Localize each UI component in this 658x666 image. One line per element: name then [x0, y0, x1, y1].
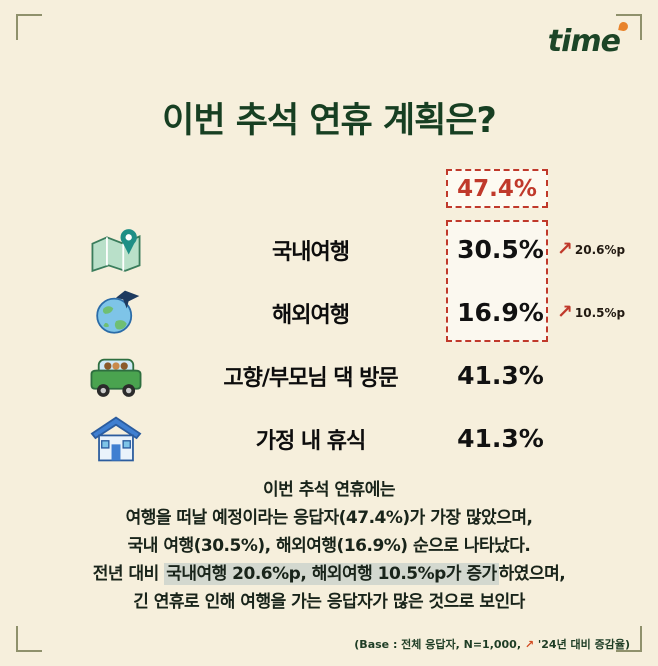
total-percentage-value: 47.4% [457, 175, 537, 202]
summary-text: 이번 추석 연휴에는 여행을 떠날 예정이라는 응답자(47.4%)가 가장 많… [0, 476, 658, 616]
row-label: 고향/부모님 댁 방문 [223, 365, 398, 391]
row-hometown-visit: 고향/부모님 댁 방문 41.3% [0, 344, 658, 407]
summary-line-3: 국내 여행(30.5%), 해외여행(16.9%) 순으로 나타났다. [127, 536, 531, 556]
summary-line-5: 긴 연휴로 인해 여행을 가는 응답자가 많은 것으로 보인다 [133, 592, 525, 612]
row-value: 41.3% [457, 424, 544, 453]
summary-highlight: 국내여행 20.6%p, 해외여행 10.5%p가 증가 [164, 563, 499, 585]
row-overseas-travel: 해외여행 16.9% ↗ 10.5%p [0, 281, 658, 344]
total-percentage-box: 47.4% [446, 169, 548, 208]
summary-line-2: 여행을 떠날 예정이라는 응답자(47.4%)가 가장 많았으며, [125, 508, 533, 528]
row-label: 해외여행 [272, 302, 350, 328]
frame-corner-bottom-left [16, 626, 42, 652]
row-delta: ↗ 20.6%p [553, 240, 658, 259]
summary-line-4-suffix: 하였으며, [498, 564, 566, 584]
family-car-icon [58, 352, 173, 400]
row-domestic-travel: 국내여행 30.5% ↗ 20.6%p [0, 218, 658, 281]
up-arrow-icon: ↗ [524, 638, 535, 651]
frame-corner-top-left [16, 14, 42, 40]
delta-value: 20.6%p [574, 242, 626, 257]
up-arrow-icon: ↗ [557, 238, 573, 260]
house-icon [58, 414, 173, 464]
logo-text: time [547, 24, 621, 59]
travel-values-dashed-outline [446, 220, 548, 342]
globe-airplane-icon [58, 287, 173, 339]
row-value: 30.5% [457, 235, 544, 264]
row-value: 16.9% [457, 298, 544, 327]
frame-corner-top-right [616, 14, 642, 40]
row-value: 41.3% [457, 361, 544, 390]
base-note-suffix: '24년 대비 증감율) [534, 638, 630, 651]
time-logo: time [547, 21, 629, 59]
up-arrow-icon: ↗ [557, 301, 573, 323]
summary-line-1: 이번 추석 연휴에는 [263, 480, 395, 500]
plan-rows: 국내여행 30.5% ↗ 20.6%p 해외여행 16.9% ↗ [0, 218, 658, 470]
summary-line-4-prefix: 전년 대비 [92, 564, 165, 584]
row-rest-at-home: 가정 내 휴식 41.3% [0, 407, 658, 470]
summary-line-4: 전년 대비 국내여행 20.6%p, 해외여행 10.5%p가 증가 하였으며, [0, 560, 658, 588]
page-title: 이번 추석 연휴 계획은? [162, 101, 497, 141]
delta-value: 10.5%p [574, 305, 626, 320]
frame-corner-bottom-right [616, 626, 642, 652]
row-label: 가정 내 휴식 [255, 428, 367, 454]
row-label: 국내여행 [272, 239, 350, 265]
row-delta: ↗ 10.5%p [553, 303, 658, 322]
base-note: (Base : 전체 응답자, N=1,000, ↗ '24년 대비 증감율) [354, 636, 630, 652]
map-pin-icon [58, 225, 173, 275]
base-note-prefix: (Base : 전체 응답자, N=1,000, [354, 638, 525, 651]
